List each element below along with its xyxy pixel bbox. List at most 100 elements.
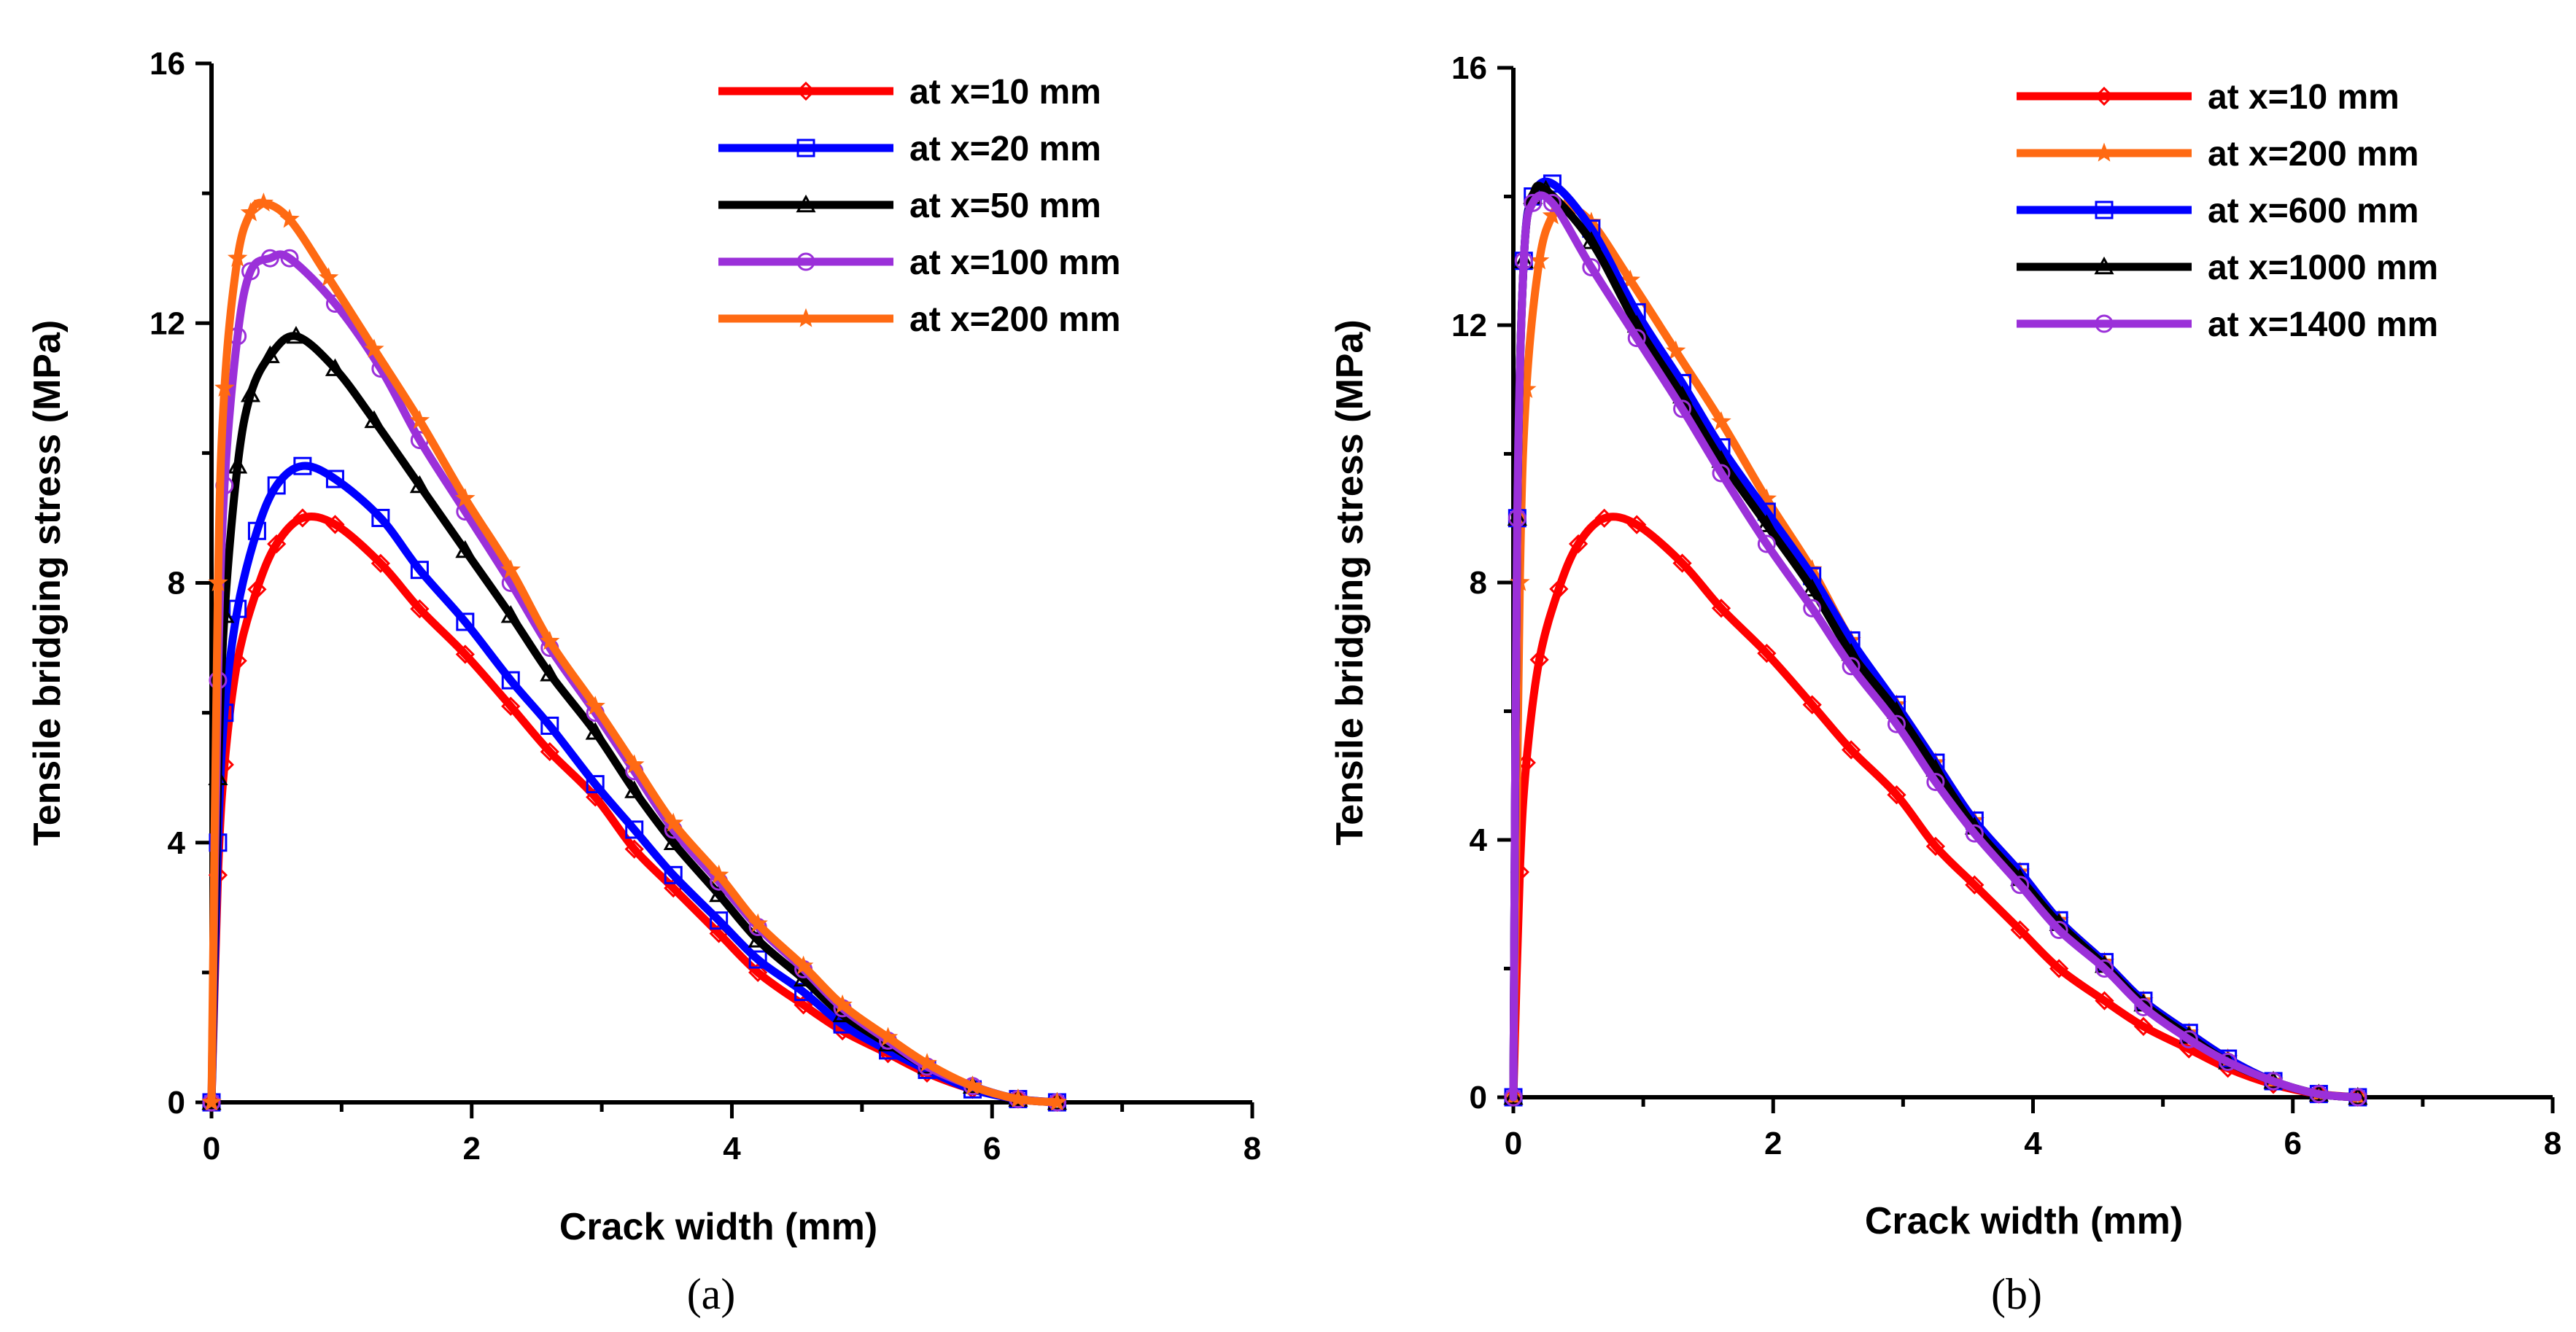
data-point xyxy=(663,832,683,851)
data-point xyxy=(227,247,248,267)
data-point xyxy=(793,955,814,975)
data-point xyxy=(267,534,287,554)
legend-label: at x=100 mm xyxy=(909,244,1121,282)
legend-label: at x=50 mm xyxy=(909,187,1101,225)
data-point xyxy=(501,671,520,690)
data-point xyxy=(371,508,390,527)
panel-b: 0 2 4 6 8 0 4 8 12 16 Crack width (mm) Tensile brid… xyxy=(1329,50,2561,1318)
y-tick-label: 0 xyxy=(1470,1080,1487,1115)
data-point xyxy=(1711,599,1731,618)
x-tick-label: 4 xyxy=(723,1131,741,1167)
legend-marker xyxy=(2094,256,2114,275)
data-point xyxy=(748,913,768,932)
data-point xyxy=(1965,824,1984,843)
series-at-x-200-mm xyxy=(201,192,1068,1111)
panel-label: (b) xyxy=(1991,1270,2042,1318)
data-point xyxy=(409,410,430,429)
data-point xyxy=(2179,1030,2198,1049)
data-point xyxy=(1594,508,1614,528)
data-point xyxy=(364,338,384,358)
y-axis-title: Tensile bridging stress (MPa) xyxy=(1329,319,1371,845)
data-point xyxy=(1887,785,1906,805)
data-point xyxy=(748,962,768,982)
data-point xyxy=(2133,1016,2154,1037)
y-tick-label: 8 xyxy=(168,566,185,601)
data-point xyxy=(1711,410,1731,431)
data-point xyxy=(2219,1052,2238,1071)
data-point xyxy=(455,644,475,664)
series-at-x-50-mm xyxy=(201,325,1067,1110)
data-point xyxy=(663,812,683,832)
data-point xyxy=(2049,921,2068,940)
data-point xyxy=(267,476,286,495)
data-point xyxy=(1665,340,1686,359)
legend-label: at x=20 mm xyxy=(909,130,1101,168)
series-at-x-10-mm xyxy=(1503,508,2367,1107)
data-point xyxy=(292,508,312,528)
x-tick-label: 6 xyxy=(2284,1126,2302,1161)
data-point xyxy=(293,456,312,475)
data-point xyxy=(794,995,813,1015)
data-point xyxy=(228,456,248,474)
data-point xyxy=(1504,1088,1523,1107)
data-point xyxy=(625,820,644,839)
data-point xyxy=(1627,329,1646,348)
data-point xyxy=(1529,650,1549,670)
data-point xyxy=(664,865,683,884)
data-point xyxy=(501,696,521,716)
y-tick-label: 16 xyxy=(1451,50,1487,86)
data-point xyxy=(410,561,429,580)
data-point xyxy=(624,839,644,859)
data-point xyxy=(2011,876,2030,895)
legend-label: at x=600 mm xyxy=(2208,192,2419,230)
legend-marker xyxy=(796,252,815,271)
panel-a: 0 2 4 6 8 0 4 8 12 16 Crack width (mm) Tensile brid… xyxy=(26,46,1261,1318)
legend-marker xyxy=(2095,314,2114,333)
data-point xyxy=(2010,920,2030,940)
legend-marker xyxy=(2094,86,2114,106)
x-tick-label: 0 xyxy=(203,1131,220,1167)
legend-marker xyxy=(796,81,816,101)
data-point xyxy=(624,780,645,798)
series-line xyxy=(207,332,1061,1107)
data-point xyxy=(1673,400,1692,418)
data-point xyxy=(2134,997,2153,1016)
data-point xyxy=(456,612,475,631)
data-point xyxy=(1581,231,1602,249)
legend-label: at x=10 mm xyxy=(2208,78,2400,117)
data-point xyxy=(325,515,345,534)
data-point xyxy=(500,559,521,579)
data-point xyxy=(540,631,560,650)
data-point xyxy=(1524,193,1543,212)
data-point xyxy=(1508,509,1526,528)
data-point xyxy=(325,358,346,376)
x-tick-label: 8 xyxy=(2544,1126,2561,1161)
series-at-x-1400-mm xyxy=(1504,191,2367,1107)
legend-marker xyxy=(796,308,816,327)
y-axis-title: Tensile bridging stress (MPa) xyxy=(26,320,69,846)
data-point xyxy=(1047,1091,1068,1111)
data-point xyxy=(540,716,559,735)
data-point xyxy=(241,262,260,281)
data-point xyxy=(260,345,280,364)
data-point xyxy=(748,950,767,969)
legend-label: at x=1000 mm xyxy=(2208,249,2438,287)
x-tick-label: 2 xyxy=(463,1131,481,1167)
data-point xyxy=(500,604,521,623)
data-point xyxy=(1582,258,1601,277)
data-point xyxy=(1712,464,1731,483)
legend-marker xyxy=(796,139,815,157)
data-point xyxy=(1757,643,1777,663)
data-point xyxy=(1514,252,1533,270)
data-point xyxy=(1543,193,1561,212)
x-tick-label: 6 xyxy=(983,1131,1001,1167)
data-point xyxy=(214,377,235,397)
data-point xyxy=(2348,1088,2367,1107)
legend-label: at x=1400 mm xyxy=(2208,305,2438,344)
data-point xyxy=(624,754,645,774)
data-point xyxy=(410,599,430,619)
y-tick-label: 12 xyxy=(1451,308,1487,343)
data-point xyxy=(2264,1072,2283,1091)
y-tick-label: 12 xyxy=(150,305,185,341)
data-point xyxy=(240,202,261,222)
